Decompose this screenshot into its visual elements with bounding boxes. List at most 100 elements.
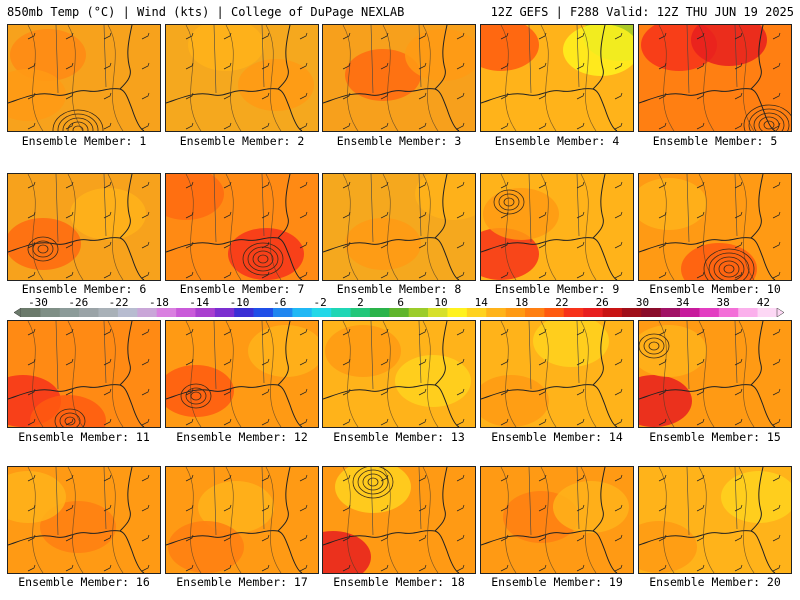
temperature-field-map (639, 25, 791, 131)
height-contour (540, 321, 557, 427)
ensemble-map-panel (480, 320, 634, 428)
temperature-shade-region (481, 25, 539, 71)
ensemble-member-caption: Ensemble Member: 15 (649, 430, 781, 444)
wind-barb (456, 328, 465, 336)
coastline-border (55, 174, 107, 243)
temperature-shade-region (691, 25, 767, 66)
wind-barb (185, 504, 194, 512)
wind-barb (734, 388, 743, 396)
wind-barb (658, 358, 667, 366)
wind-barb (261, 92, 270, 100)
wind-barb (299, 328, 308, 336)
wind-barb (342, 92, 351, 100)
wind-barb (500, 32, 509, 40)
map-title: 850mb Temp (°C) | Wind (kts) | College o… (7, 5, 405, 19)
wind-barb (65, 474, 74, 482)
wind-barb (223, 241, 232, 249)
wind-barb (141, 474, 150, 482)
coastline-border (434, 321, 448, 386)
temperature-shade-region (563, 25, 633, 76)
wind-barb (772, 534, 781, 542)
wind-barb (418, 504, 427, 512)
wind-barb (141, 271, 150, 279)
low-pressure-contour (54, 408, 86, 427)
wind-barb (734, 358, 743, 366)
low-pressure-contour (57, 113, 99, 131)
wind-barb (772, 328, 781, 336)
color-scale-segment (79, 308, 99, 317)
color-scale-segment (466, 308, 487, 317)
wind-barb (538, 388, 547, 396)
color-scale-tick-label: -22 (108, 296, 129, 309)
color-scale-segment (428, 308, 448, 317)
height-contour (738, 174, 755, 280)
temperature-field-map (639, 321, 791, 427)
color-scale-segment (738, 308, 758, 317)
wind-barb (185, 241, 194, 249)
wind-barb (185, 122, 194, 130)
wind-barb (103, 564, 112, 572)
low-pressure-contour (648, 341, 660, 351)
coastline-border (323, 237, 460, 280)
wind-barb (734, 504, 743, 512)
wind-barb (223, 328, 232, 336)
wind-barb (658, 62, 667, 70)
wind-barb (27, 241, 36, 249)
wind-barb (141, 388, 150, 396)
wind-barb (223, 271, 232, 279)
wind-barb (538, 474, 547, 482)
low-pressure-contour (64, 416, 76, 426)
low-pressure-contour (27, 236, 59, 262)
wind-barb (500, 534, 509, 542)
height-contour (265, 321, 282, 427)
temperature-field-map (639, 174, 791, 280)
wind-barb (299, 534, 308, 542)
color-scale-tick-label: -6 (273, 296, 287, 309)
wind-barb (576, 328, 585, 336)
height-contour (225, 467, 242, 573)
temperature-shade-region (325, 325, 401, 377)
temperature-field-map (323, 25, 475, 131)
wind-barb (65, 271, 74, 279)
wind-barb (734, 474, 743, 482)
wind-barb (614, 504, 623, 512)
color-scale-bar (14, 308, 784, 317)
wind-barb (772, 211, 781, 219)
coastline-border (750, 25, 764, 90)
wind-barb (658, 564, 667, 572)
wind-barb (103, 388, 112, 396)
ensemble-member-caption: Ensemble Member: 16 (18, 575, 150, 589)
coastline-border (750, 321, 764, 386)
coastline-border (166, 88, 303, 131)
ensemble-member-caption: Ensemble Member: 13 (333, 430, 465, 444)
ensemble-member-caption: Ensemble Member: 5 (652, 134, 778, 148)
height-contour (107, 174, 124, 280)
wind-barb (103, 271, 112, 279)
temperature-shade-region (166, 365, 234, 417)
coastline-border (55, 321, 107, 390)
wind-barb (223, 92, 232, 100)
temperature-field-map (166, 25, 318, 131)
wind-barb (342, 388, 351, 396)
temperature-field-map (166, 467, 318, 573)
wind-barb (299, 358, 308, 366)
wind-barb (103, 211, 112, 219)
temperature-shade-region (481, 375, 549, 427)
wind-barb (185, 32, 194, 40)
wind-barb (696, 328, 705, 336)
wind-barb (576, 32, 585, 40)
wind-barb (456, 62, 465, 70)
ensemble-member-caption: Ensemble Member: 11 (18, 430, 150, 444)
low-pressure-contour (52, 109, 104, 131)
ensemble-member-caption: Ensemble Member: 19 (491, 575, 623, 589)
color-scale-segment (176, 308, 196, 317)
wind-barb (141, 181, 150, 189)
wind-barb (456, 271, 465, 279)
wind-barb (223, 534, 232, 542)
wind-barb (576, 62, 585, 70)
ensemble-map-panel (638, 24, 792, 132)
low-pressure-contour (72, 125, 84, 131)
low-pressure-contour (743, 104, 791, 131)
wind-barb (261, 211, 270, 219)
wind-barb (65, 211, 74, 219)
